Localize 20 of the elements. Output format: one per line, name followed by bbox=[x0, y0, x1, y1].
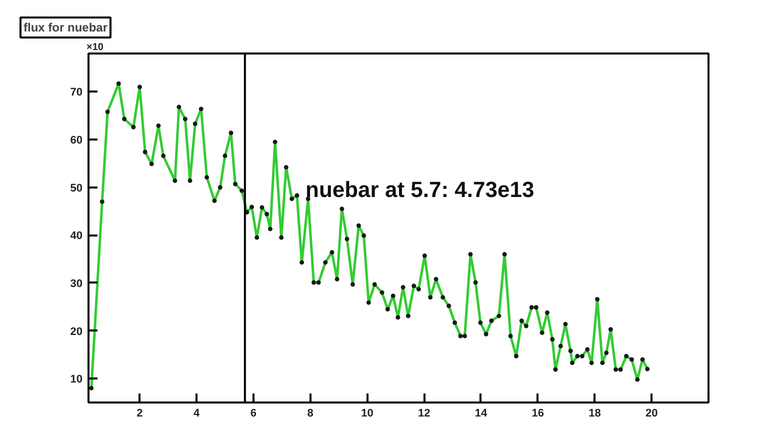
x-tick-label: 18 bbox=[588, 408, 601, 420]
chart-title: flux for nuebar bbox=[24, 20, 108, 34]
x-tick-label: 16 bbox=[532, 408, 544, 420]
x-tick-label: 14 bbox=[474, 408, 488, 420]
y-tick-label: 30 bbox=[70, 278, 83, 290]
y-tick-label: 40 bbox=[70, 230, 83, 242]
y-tick-label: 10 bbox=[70, 374, 83, 386]
x-tick-label: 20 bbox=[646, 408, 658, 420]
y-tick-label: 50 bbox=[70, 182, 83, 194]
x-tick-label: 2 bbox=[136, 408, 143, 420]
x-tick-label: 10 bbox=[361, 408, 374, 420]
x-tick-label: 4 bbox=[194, 408, 201, 420]
y-tick-label: 70 bbox=[70, 86, 83, 99]
annotation: nuebar at 5.7: 4.73e13 bbox=[306, 177, 534, 202]
text: ×10 bbox=[86, 42, 104, 53]
x-tick-label: 8 bbox=[307, 408, 314, 420]
y-tick-label: 20 bbox=[70, 326, 83, 338]
x-tick-label: 12 bbox=[418, 408, 430, 420]
x-tick-label: 6 bbox=[250, 408, 257, 420]
y-tick-label: 60 bbox=[70, 134, 83, 147]
